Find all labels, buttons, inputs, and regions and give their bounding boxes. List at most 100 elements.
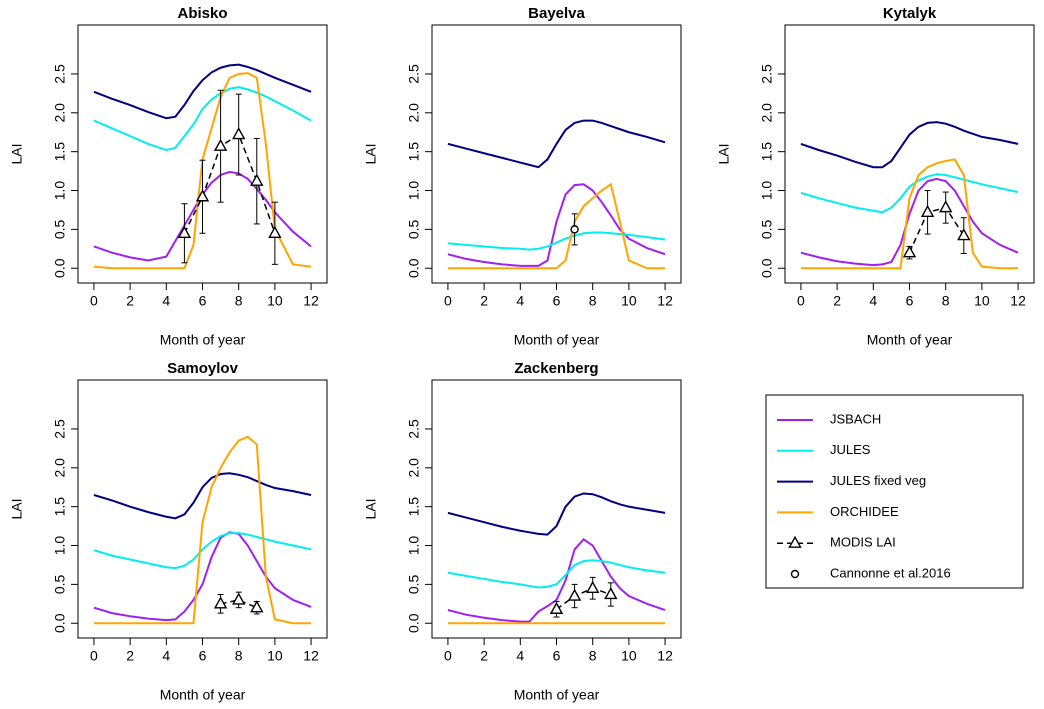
x-tick-label: 8 xyxy=(589,648,597,664)
y-axis-label: LAI xyxy=(363,143,379,164)
plot-area xyxy=(447,492,666,625)
legend-label: ORCHIDEE xyxy=(830,504,899,519)
series-line xyxy=(800,121,1019,169)
x-tick-label: 6 xyxy=(199,648,207,664)
x-tick-label: 6 xyxy=(553,648,561,664)
x-axis-label: Month of year xyxy=(514,332,600,348)
y-tick-label: 1.5 xyxy=(406,142,422,162)
legend-box xyxy=(765,394,1024,589)
marker xyxy=(570,225,579,234)
series-line xyxy=(447,119,666,169)
y-tick-label: 2.5 xyxy=(52,64,68,84)
series-line xyxy=(93,86,312,152)
y-tick-label: 2.5 xyxy=(406,419,422,439)
series-line xyxy=(800,173,1019,214)
panel-title: Bayelva xyxy=(528,5,585,22)
series-line xyxy=(800,158,1019,270)
y-tick-label: 1.5 xyxy=(406,497,422,517)
y-tick-label: 1.0 xyxy=(406,536,422,556)
marker xyxy=(902,245,917,258)
panel-title: Samoylov xyxy=(167,360,239,377)
marker xyxy=(549,601,564,614)
legend-label: Cannonne et al.2016 xyxy=(830,565,951,580)
y-tick-label: 0.0 xyxy=(52,613,68,633)
x-axis-label: Month of year xyxy=(514,687,600,703)
series-line xyxy=(908,206,965,253)
x-tick-label: 12 xyxy=(657,293,673,309)
panel-title: Abisko xyxy=(177,5,227,22)
y-tick-label: 2.0 xyxy=(406,103,422,123)
y-tick-label: 0.0 xyxy=(759,258,775,278)
y-axis-label: LAI xyxy=(716,143,732,164)
x-tick-label: 0 xyxy=(797,293,805,309)
x-tick-label: 6 xyxy=(553,293,561,309)
x-tick-label: 0 xyxy=(444,648,452,664)
x-tick-label: 0 xyxy=(90,648,98,664)
legend-label: JSBACH xyxy=(830,411,881,426)
y-tick-label: 0.5 xyxy=(52,219,68,239)
y-tick-label: 1.5 xyxy=(52,142,68,162)
panel: Zackenberg Month of year LAI 0 2 4 6 8 10 12 0.0 0.… xyxy=(363,360,682,703)
y-tick-label: 0.5 xyxy=(759,219,775,239)
x-axis-label: Month of year xyxy=(867,332,953,348)
x-tick-label: 0 xyxy=(444,293,452,309)
marker xyxy=(195,189,210,202)
marker xyxy=(586,580,600,593)
x-axis-label: Month of year xyxy=(160,687,246,703)
y-tick-label: 2.0 xyxy=(759,103,775,123)
x-tick-label: 8 xyxy=(942,293,950,309)
plot-box xyxy=(77,379,328,639)
marker xyxy=(957,228,971,241)
y-tick-label: 0.0 xyxy=(406,258,422,278)
panel-title: Zackenberg xyxy=(514,360,598,377)
legend-marker xyxy=(790,569,800,579)
y-tick-label: 1.0 xyxy=(406,181,422,201)
series-line xyxy=(556,587,612,610)
x-tick-label: 8 xyxy=(589,293,597,309)
x-tick-label: 4 xyxy=(162,293,170,309)
marker xyxy=(939,200,953,213)
panel: Samoylov Month of year LAI 0 2 4 6 8 10 12 0.0 0.5 1… xyxy=(9,360,328,703)
legend: JSBACH JULES JULES fixed veg ORCHIDEE MODIS … xyxy=(765,394,1024,589)
x-tick-label: 4 xyxy=(162,648,170,664)
y-tick-label: 2.5 xyxy=(52,419,68,439)
x-tick-label: 2 xyxy=(833,293,841,309)
y-tick-label: 1.5 xyxy=(759,142,775,162)
x-tick-label: 2 xyxy=(126,648,134,664)
plot-area xyxy=(447,119,666,270)
marker xyxy=(567,588,582,601)
series-line xyxy=(93,531,312,622)
y-tick-label: 1.0 xyxy=(52,536,68,556)
x-tick-label: 10 xyxy=(267,293,283,309)
x-tick-label: 10 xyxy=(621,648,637,664)
y-tick-label: 0.5 xyxy=(406,574,422,594)
plot-box xyxy=(784,24,1035,284)
marker xyxy=(213,596,228,609)
x-tick-label: 12 xyxy=(1010,293,1026,309)
marker xyxy=(250,173,264,186)
series-line xyxy=(183,133,276,234)
marker xyxy=(250,600,264,613)
x-tick-label: 12 xyxy=(303,648,319,664)
y-axis-label: LAI xyxy=(9,498,25,519)
y-tick-label: 0.0 xyxy=(406,613,422,633)
x-tick-label: 4 xyxy=(516,648,524,664)
series-line xyxy=(447,183,666,267)
x-tick-label: 12 xyxy=(657,648,673,664)
legend-label: JULES xyxy=(830,442,871,457)
plot-box xyxy=(431,379,682,639)
x-tick-label: 4 xyxy=(869,293,877,309)
x-tick-label: 2 xyxy=(126,293,134,309)
y-tick-label: 1.5 xyxy=(52,497,68,517)
series-line xyxy=(447,492,666,536)
series-line xyxy=(447,182,666,270)
series-line xyxy=(220,599,258,609)
x-tick-label: 10 xyxy=(621,293,637,309)
panel-title: Kytalyk xyxy=(883,5,937,22)
series-line xyxy=(93,435,312,625)
plot-area xyxy=(93,435,312,625)
marker xyxy=(920,204,935,217)
y-tick-label: 2.0 xyxy=(52,458,68,478)
legend-marker xyxy=(788,535,802,548)
